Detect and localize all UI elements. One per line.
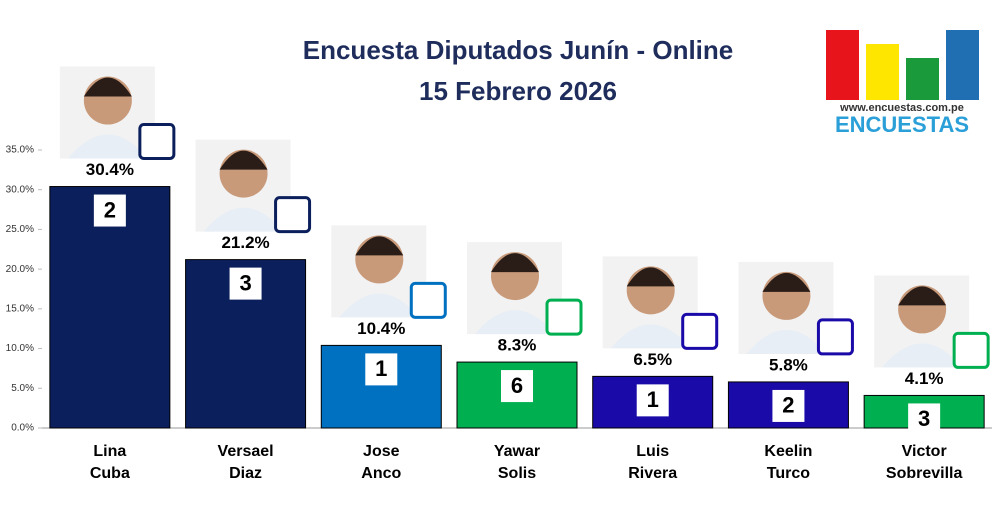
seat-label: 2: [782, 393, 794, 418]
x-tick-label: Turco: [767, 465, 810, 482]
candidate-photo: [491, 253, 539, 273]
candidate-photo: [67, 134, 148, 159]
chart-title: Encuesta Diputados Junín - Online: [303, 35, 734, 65]
candidate-photo: [610, 324, 691, 349]
candidate-photo: [219, 150, 268, 170]
x-tick-label: Solis: [498, 465, 536, 482]
logo-name: ENCUESTAS: [835, 112, 969, 137]
logo-url: www.encuestas.com.pe: [839, 102, 964, 114]
seat-box: [772, 389, 805, 422]
value-label: 4.1%: [905, 369, 944, 388]
x-tick-label: Luis: [636, 443, 669, 460]
seat-label: 6: [511, 373, 523, 398]
seat-label: 1: [375, 356, 387, 381]
x-tick-label: Sobrevilla: [886, 465, 963, 482]
x-tick-label: Lina: [93, 443, 126, 460]
x-tick-label: Diaz: [229, 465, 262, 482]
value-label: 21.2%: [221, 233, 269, 252]
seat-label: 1: [647, 387, 659, 412]
candidate-photo: [626, 267, 675, 287]
seat-label: 3: [239, 270, 251, 295]
candidate-photo: [898, 286, 947, 306]
x-tick-label: Keelin: [764, 443, 812, 460]
x-tick-label: Yawar: [494, 443, 540, 460]
logo: www.encuestas.com.pe ENCUESTAS: [826, 30, 979, 137]
candidate-photo: [762, 272, 811, 292]
seat-box: [93, 194, 126, 227]
value-label: 10.4%: [357, 319, 405, 338]
value-label: 6.5%: [633, 350, 672, 369]
x-tick-label: Jose: [363, 443, 400, 460]
logo-bar: [866, 44, 899, 100]
party-logo: [681, 312, 719, 350]
seat-label: 3: [918, 406, 930, 431]
y-tick-label: 25.0%: [6, 224, 34, 235]
candidate-photo: [882, 343, 963, 368]
seat-box: [501, 370, 533, 403]
bar: [49, 186, 171, 429]
y-tick-label: 30.0%: [6, 184, 34, 195]
x-tick-label: Victor: [902, 443, 947, 460]
seat-box: [908, 403, 941, 436]
party-logo: [274, 196, 312, 234]
candidate-photo: [339, 293, 420, 318]
logo-bar: [946, 30, 979, 100]
party-logo: [952, 331, 990, 369]
value-label: 8.3%: [498, 336, 537, 355]
seat-box: [636, 384, 669, 417]
logo-bar: [906, 58, 939, 100]
candidate-photo: [746, 329, 827, 354]
candidate-photo: [355, 236, 404, 256]
y-tick-label: 35.0%: [6, 145, 34, 156]
candidate-photo: [83, 77, 132, 97]
x-tick-label: Rivera: [628, 465, 677, 482]
y-tick-label: 15.0%: [6, 303, 34, 314]
party-logo: [545, 298, 583, 336]
x-tick-label: Anco: [361, 465, 401, 482]
value-label: 30.4%: [86, 160, 134, 179]
chart-subtitle: 15 Febrero 2026: [419, 76, 617, 106]
x-tick-label: Versael: [218, 443, 274, 460]
candidate-photo: [203, 207, 284, 232]
y-tick-label: 5.0%: [11, 383, 34, 394]
y-tick-label: 0.0%: [11, 423, 34, 434]
logo-bar: [826, 30, 859, 100]
party-logo: [816, 318, 854, 356]
seat-box: [229, 267, 262, 300]
seat-box: [365, 353, 398, 386]
party-logo: [138, 123, 176, 161]
value-label: 5.8%: [769, 355, 808, 374]
party-logo: [409, 281, 447, 319]
seat-label: 2: [104, 197, 116, 222]
x-tick-label: Cuba: [90, 465, 130, 482]
y-tick-label: 20.0%: [6, 264, 34, 275]
y-tick-label: 10.0%: [6, 343, 34, 354]
candidate-photo: [475, 310, 555, 335]
